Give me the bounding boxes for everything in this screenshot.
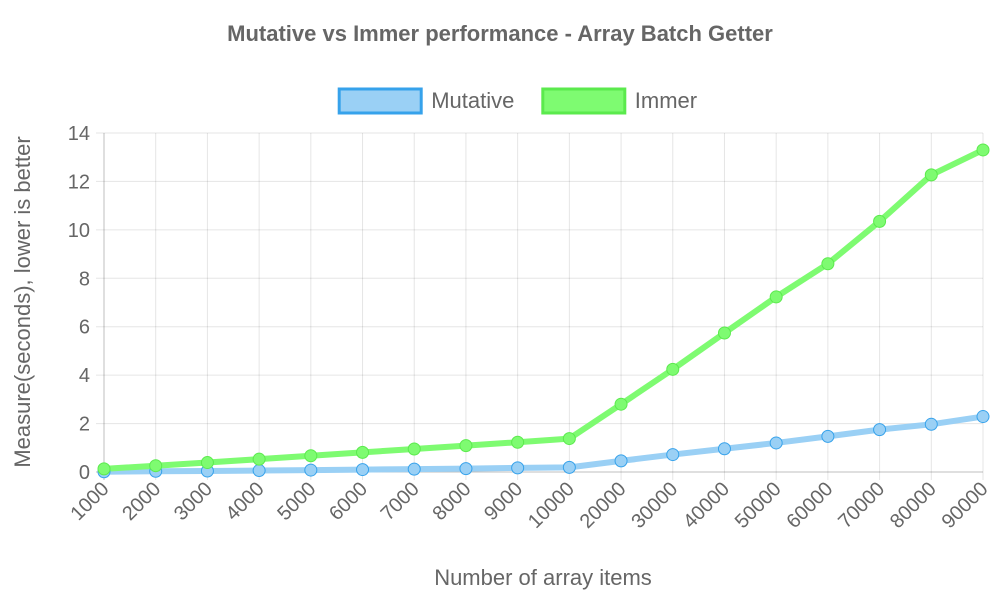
x-tick-label: 10000 xyxy=(524,478,579,533)
y-tick-label: 0 xyxy=(79,462,90,484)
data-point-immer xyxy=(200,456,214,470)
data-point-immer xyxy=(924,168,938,182)
data-point-mutative xyxy=(614,454,628,468)
y-tick-label: 4 xyxy=(79,365,90,387)
x-tick-label: 80000 xyxy=(886,478,941,533)
data-point-immer xyxy=(252,452,266,466)
data-point-immer xyxy=(821,257,835,271)
data-point-mutative xyxy=(924,417,938,431)
y-tick-label: 8 xyxy=(79,268,90,290)
x-tick-label: 2000 xyxy=(118,478,165,525)
legend-label-immer: Immer xyxy=(635,88,697,113)
data-point-immer xyxy=(717,326,731,340)
data-point-mutative xyxy=(562,460,576,474)
data-point-immer xyxy=(562,432,576,446)
data-point-immer xyxy=(769,290,783,304)
x-tick-label: 70000 xyxy=(834,478,889,533)
x-tick-label: 90000 xyxy=(938,478,993,533)
grid xyxy=(96,132,984,480)
data-point-mutative xyxy=(666,448,680,462)
data-point-immer xyxy=(511,435,525,449)
x-tick-label: 1000 xyxy=(67,478,114,525)
data-point-immer xyxy=(304,449,318,463)
legend: Mutative Immer xyxy=(337,87,697,115)
data-point-mutative xyxy=(459,462,473,476)
x-tick-label: 50000 xyxy=(731,478,786,533)
x-axis-title: Number of array items xyxy=(434,565,652,590)
data-point-mutative xyxy=(769,436,783,450)
data-point-mutative xyxy=(304,463,318,477)
data-point-immer xyxy=(614,397,628,411)
data-point-mutative xyxy=(821,429,835,443)
data-point-immer xyxy=(459,439,473,453)
series-line-immer xyxy=(101,146,986,472)
x-tick-label: 20000 xyxy=(576,478,631,533)
legend-swatch-mutative xyxy=(337,87,423,115)
chart-title: Mutative vs Immer performance - Array Ba… xyxy=(227,21,773,46)
series-points xyxy=(97,143,990,479)
x-tick-label: 30000 xyxy=(627,478,682,533)
y-tick-label: 14 xyxy=(68,123,90,145)
y-tick-label: 6 xyxy=(79,317,90,339)
data-point-immer xyxy=(149,459,163,473)
x-tick-label: 6000 xyxy=(325,478,372,525)
x-tick-label: 5000 xyxy=(273,478,320,525)
x-tick-label: 4000 xyxy=(222,478,269,525)
data-point-mutative xyxy=(873,423,887,437)
series-lines xyxy=(101,146,986,475)
x-tick-label: 60000 xyxy=(783,478,838,533)
x-tick-label: 3000 xyxy=(170,478,217,525)
legend-label-mutative: Mutative xyxy=(431,88,514,113)
y-axis-title: Measure(seconds), lower is better xyxy=(10,136,35,467)
data-point-immer xyxy=(976,143,990,157)
legend-swatch-immer xyxy=(541,87,627,115)
data-point-immer xyxy=(666,362,680,376)
series-line-mutative xyxy=(101,413,986,475)
data-point-mutative xyxy=(717,442,731,456)
data-point-mutative xyxy=(356,463,370,477)
data-point-immer xyxy=(407,442,421,456)
y-tick-label: 2 xyxy=(79,414,90,436)
x-tick-label: 7000 xyxy=(377,478,424,525)
x-tick-label: 40000 xyxy=(679,478,734,533)
x-tick-label: 9000 xyxy=(480,478,527,525)
data-point-mutative xyxy=(407,462,421,476)
x-tick-label: 8000 xyxy=(428,478,475,525)
data-point-mutative xyxy=(252,464,266,478)
y-tick-label: 12 xyxy=(68,171,90,193)
data-point-mutative xyxy=(976,410,990,424)
data-point-mutative xyxy=(511,461,525,475)
x-axis-ticks: 1000 2000 3000 4000 5000 6000 7000 8000 90001000… xyxy=(67,478,993,533)
data-point-immer xyxy=(873,214,887,228)
data-point-immer xyxy=(97,462,111,476)
y-axis-ticks: 0 2 4 6 8 10 12 14 xyxy=(68,123,90,484)
y-tick-label: 10 xyxy=(68,220,90,242)
data-point-immer xyxy=(356,445,370,459)
